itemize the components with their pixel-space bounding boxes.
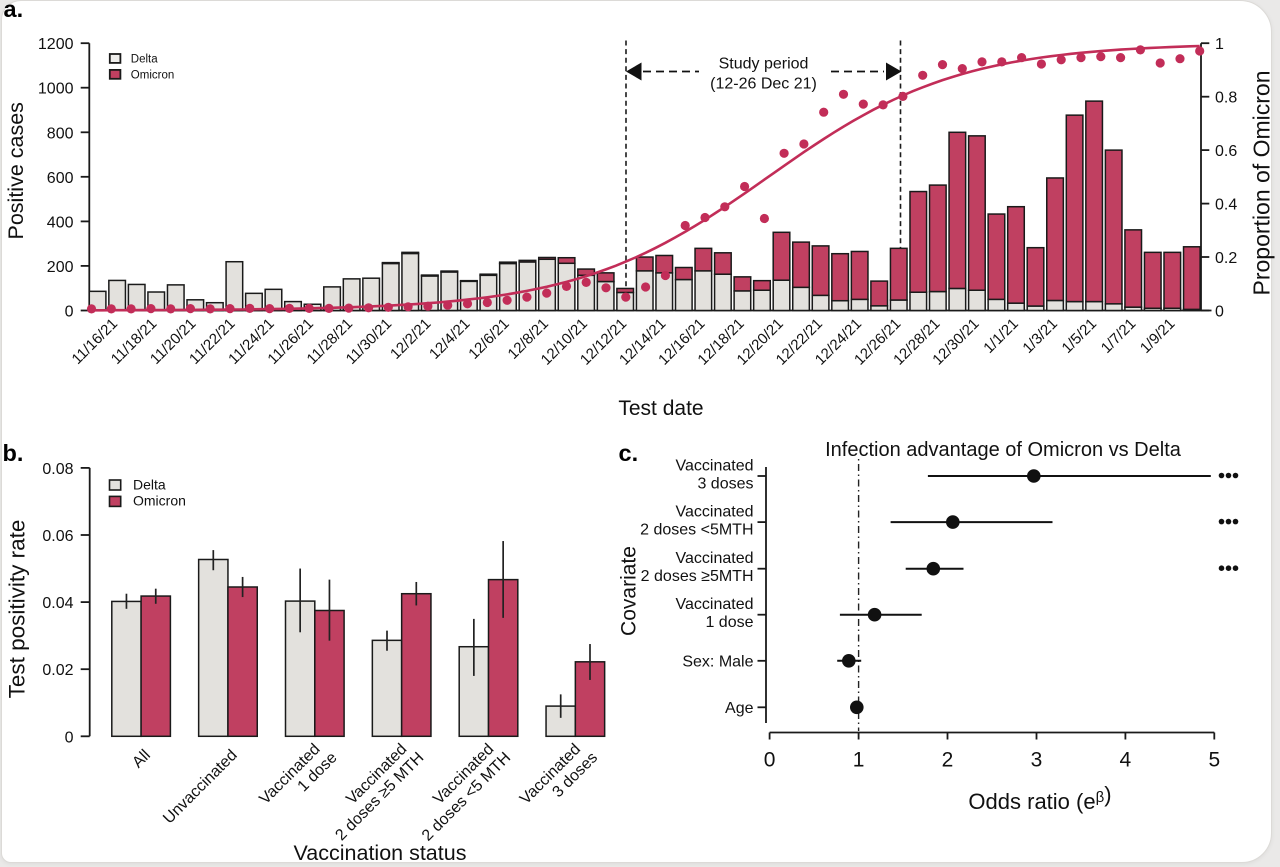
svg-text:Unvaccinated: Unvaccinated [160,747,241,828]
svg-text:1: 1 [1215,36,1224,53]
svg-text:0.4: 0.4 [1215,197,1237,214]
svg-text:(12-26 Dec 21): (12-26 Dec 21) [710,76,817,93]
svg-text:1: 1 [853,749,865,772]
svg-text:1000: 1000 [38,81,74,98]
svg-text:c.: c. [619,440,639,466]
svg-text:2: 2 [942,749,954,772]
svg-text:400: 400 [47,214,74,231]
svg-text:0: 0 [1215,304,1224,321]
svg-text:Vaccinated: Vaccinated [676,596,754,613]
svg-text:800: 800 [47,125,74,142]
svg-text:Covariate: Covariate [618,546,641,636]
svg-text:0.08: 0.08 [42,461,73,478]
svg-text:600: 600 [47,170,74,187]
svg-text:1/7/21: 1/7/21 [1098,315,1140,357]
svg-text:Age: Age [725,700,754,717]
svg-text:1/1/21: 1/1/21 [980,315,1022,357]
svg-text:Test date: Test date [618,397,703,420]
svg-text:12/6/21: 12/6/21 [465,315,512,362]
svg-text:Vaccinated: Vaccinated [676,550,754,567]
svg-text:5: 5 [1208,749,1220,772]
svg-text:2 doses ≥5MTH: 2 doses ≥5MTH [641,568,754,585]
svg-text:Proportion of Omicron: Proportion of Omicron [1249,71,1275,296]
svg-text:Test positivity rate: Test positivity rate [5,520,30,699]
svg-text:0.06: 0.06 [42,528,73,545]
svg-text:Vaccination status: Vaccination status [294,841,467,865]
svg-text:0.2: 0.2 [1215,250,1237,267]
svg-text:0.8: 0.8 [1215,90,1237,107]
svg-text:0.04: 0.04 [42,595,73,612]
svg-text:Infection advantage of Omicron: Infection advantage of Omicron vs Delta [825,439,1182,461]
svg-text:1200: 1200 [38,36,74,53]
svg-text:Omicron: Omicron [133,493,186,509]
svg-text:0: 0 [65,304,74,321]
svg-text:Delta: Delta [133,476,166,492]
svg-text:0.02: 0.02 [42,662,73,679]
svg-text:1/3/21: 1/3/21 [1019,315,1061,357]
svg-text:0: 0 [764,749,776,772]
svg-text:200: 200 [47,259,74,276]
svg-text:1/5/21: 1/5/21 [1059,315,1101,357]
svg-text:1 dose: 1 dose [705,614,753,631]
svg-text:Positive cases: Positive cases [4,102,28,239]
svg-text:b.: b. [3,440,24,466]
svg-text:Study period: Study period [719,56,809,73]
svg-text:0: 0 [65,729,74,746]
svg-text:12/4/21: 12/4/21 [426,315,473,362]
svg-text:Vaccinated: Vaccinated [676,458,754,475]
svg-text:3: 3 [1031,749,1043,772]
svg-text:3 doses: 3 doses [697,476,753,493]
svg-text:Sex: Male: Sex: Male [682,653,753,670]
svg-text:4: 4 [1120,749,1132,772]
svg-text:0.6: 0.6 [1215,143,1237,160]
svg-text:Odds ratio (eβ): Odds ratio (eβ) [968,782,1111,814]
svg-text:Omicron: Omicron [131,69,174,81]
svg-text:Delta: Delta [131,53,158,65]
svg-text:a.: a. [4,0,24,22]
svg-text:12/2/21: 12/2/21 [387,315,434,362]
svg-text:All: All [129,747,154,772]
svg-text:1/9/21: 1/9/21 [1137,315,1179,357]
svg-text:2 doses <5MTH: 2 doses <5MTH [640,522,753,539]
svg-text:Vaccinated: Vaccinated [676,504,754,521]
